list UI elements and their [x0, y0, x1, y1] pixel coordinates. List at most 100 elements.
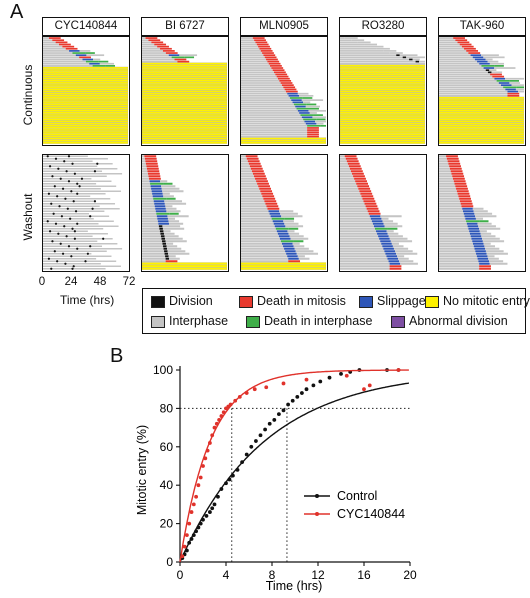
cell-post-fate-interphase [482, 237, 500, 240]
cell-fate-slippage [155, 210, 167, 213]
cell-interphase [142, 207, 156, 210]
cell-interphase [43, 243, 118, 245]
cell-no-mitotic-entry [439, 103, 524, 106]
cell-no-mitotic-entry [439, 98, 524, 102]
cell-interphase [43, 160, 93, 162]
cell-interphase [439, 215, 465, 218]
cell-interphase [142, 190, 152, 193]
cell-interphase [340, 45, 371, 48]
cell-division-mark [53, 185, 56, 188]
cell-interphase [142, 180, 150, 183]
cell-fate-death-in-mitosis [354, 177, 366, 180]
cell-fate-division [160, 235, 165, 238]
y-tick-label: 40 [160, 478, 174, 492]
cell-interphase [340, 157, 346, 160]
cell-interphase [340, 257, 388, 260]
cell-fate-death-in-mitosis [457, 192, 470, 195]
cell-interphase [241, 82, 281, 84]
cell-interphase [241, 180, 257, 183]
cell-interphase [241, 86, 284, 89]
cell-post-fate-interphase [86, 54, 105, 57]
cell-fate-death-in-mitosis [256, 43, 269, 46]
cell-no-mitotic-entry [439, 113, 524, 116]
cell-fate-death-in-mitosis [255, 41, 268, 44]
cell-interphase [142, 222, 159, 225]
cell-fate-division [402, 56, 407, 59]
cell-interphase [241, 240, 281, 243]
cell-no-mitotic-entry [43, 116, 128, 119]
cell-post-fate-interphase [309, 112, 317, 114]
cell-interphase [241, 160, 248, 163]
cell-interphase [241, 120, 305, 123]
cell-interphase [340, 247, 384, 250]
cell-fate-slippage [288, 257, 299, 260]
cell-no-mitotic-entry [439, 116, 524, 119]
cell-interphase [439, 94, 508, 97]
cell-fate-death-in-mitosis [251, 170, 264, 173]
data-point-control [327, 375, 332, 380]
cell-fate-death-in-mitosis [259, 187, 272, 190]
cell-post-fate-interphase [166, 245, 178, 248]
cell-no-mitotic-entry [142, 124, 227, 127]
cell-interphase [439, 265, 480, 268]
cell-fate-death-in-mitosis [348, 165, 361, 168]
cell-fate-slippage [154, 205, 166, 208]
cell-fate-slippage [377, 232, 388, 235]
cell-interphase [439, 192, 458, 195]
cell-fate-death-in-mitosis [267, 60, 280, 63]
cell-interphase [142, 45, 158, 48]
cell-fate-death-in-mitosis [174, 58, 187, 61]
cell-interphase [439, 207, 463, 210]
cell-fate-slippage [479, 62, 490, 65]
cell-fate-slippage [370, 217, 382, 220]
fate-panel-washout-3 [339, 154, 427, 272]
cell-fate-death-in-interphase [92, 65, 106, 67]
cell-fate-slippage [473, 245, 485, 248]
cell-fate-death-in-mitosis [283, 86, 296, 89]
cell-no-mitotic-entry [241, 262, 326, 265]
data-point-control [258, 433, 263, 438]
cell-no-mitotic-entry [142, 137, 227, 140]
cell-fate-death-in-mitosis [52, 39, 65, 42]
cell-fate-death-in-mitosis [65, 47, 78, 50]
cell-interphase [142, 182, 151, 185]
cell-no-mitotic-entry [241, 137, 326, 140]
cell-fate-division [160, 232, 164, 235]
cell-interphase [340, 217, 371, 220]
cell-fate-death-in-mitosis [365, 205, 378, 208]
cell-post-fate-interphase [388, 235, 403, 238]
cell-fate-death-in-interphase [284, 217, 295, 220]
cell-fate-slippage [151, 187, 162, 190]
cell-post-fate-interphase [391, 242, 399, 245]
cell-fate-death-in-mitosis [460, 202, 473, 205]
cell-no-mitotic-entry [142, 107, 227, 110]
cell-fate-death-in-interphase [166, 197, 176, 200]
cell-fate-slippage [154, 202, 165, 205]
x-tick-0: 0 [38, 276, 46, 288]
cell-no-mitotic-entry [340, 124, 425, 127]
cell-post-fate-interphase [382, 220, 394, 223]
cell-interphase [241, 129, 308, 131]
cell-fate-slippage [282, 242, 293, 245]
cell-fate-slippage [299, 112, 310, 114]
cell-interphase [439, 50, 467, 52]
data-point-cyc140844 [367, 383, 372, 388]
cell-interphase [142, 170, 148, 173]
cell-interphase [439, 155, 447, 158]
cell-division-mark [76, 247, 79, 250]
cell-interphase [241, 109, 298, 112]
data-point-control [281, 408, 286, 413]
cell-division-mark [56, 195, 59, 198]
cell-interphase [43, 65, 93, 67]
cell-fate-death-in-mitosis [360, 192, 373, 195]
cell-division-mark [53, 250, 56, 253]
cell-fate-death-in-mitosis [146, 165, 159, 168]
cell-fate-death-in-mitosis [458, 195, 471, 198]
cell-fate-slippage [277, 232, 289, 235]
cell-interphase [241, 131, 308, 134]
cell-interphase [340, 172, 353, 175]
cell-interphase [439, 260, 479, 263]
cell-fate-death-in-interphase [516, 86, 524, 89]
cell-interphase [241, 103, 294, 106]
column-header-1: BI 6727 [141, 17, 229, 36]
